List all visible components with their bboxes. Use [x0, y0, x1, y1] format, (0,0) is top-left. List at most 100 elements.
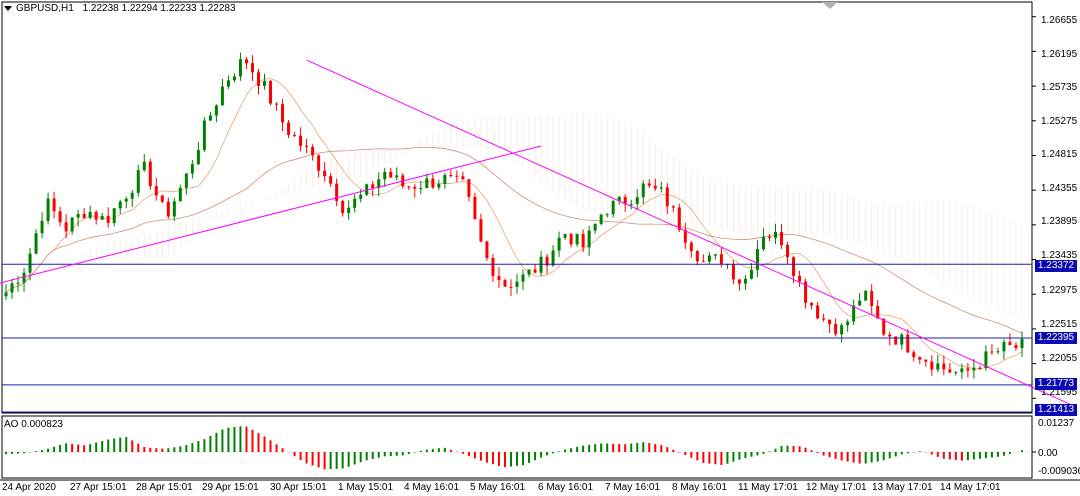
candle-body: [154, 186, 158, 196]
candle-body: [671, 206, 675, 208]
candle-body: [900, 334, 904, 345]
candle-body: [172, 201, 176, 217]
price-tick: 1.24355: [1041, 183, 1078, 194]
candle-body: [569, 233, 573, 245]
candle-body: [130, 192, 134, 199]
candle-body: [575, 233, 579, 245]
candle-body: [112, 208, 116, 223]
candle-body: [749, 269, 753, 279]
candle-body: [389, 171, 393, 178]
price-tick: 1.26655: [1041, 15, 1078, 26]
candle-body: [761, 236, 765, 250]
candle-body: [431, 178, 435, 188]
candle-body: [52, 198, 56, 212]
candle-body: [689, 242, 693, 252]
candle-body: [737, 279, 741, 284]
candle-body: [82, 213, 86, 218]
time-tick: 1 May 15:01: [338, 482, 394, 493]
candle-body: [503, 280, 507, 287]
candle-body: [846, 321, 850, 326]
level-tag[interactable]: 1.22395: [1035, 332, 1077, 344]
candle-body: [359, 194, 363, 199]
candle-body: [593, 223, 597, 231]
ao-tick: 0.01237: [1038, 418, 1075, 429]
candle-body: [882, 318, 886, 335]
candle-body: [1020, 338, 1024, 349]
candle-body: [864, 291, 868, 301]
price-tick: 1.22975: [1041, 285, 1078, 296]
candle-body: [22, 272, 26, 283]
candle-body: [563, 233, 567, 238]
price-tick: 1.22055: [1041, 353, 1078, 364]
candle-body: [647, 183, 651, 186]
candle-body: [269, 80, 273, 104]
candle-body: [281, 104, 285, 123]
candle-body: [10, 283, 14, 293]
candle-body: [287, 122, 291, 135]
price-tick: 1.25735: [1041, 82, 1078, 93]
time-tick: 6 May 16:01: [538, 482, 594, 493]
candle-body: [166, 201, 170, 217]
candle-body: [996, 351, 1000, 353]
candle-body: [942, 363, 946, 370]
candle-body: [305, 145, 309, 147]
candle-body: [491, 258, 495, 276]
time-tick: 24 Apr 2020: [2, 482, 56, 493]
candle-body: [136, 170, 140, 193]
level-tag[interactable]: 1.21413: [1035, 404, 1077, 416]
candle-body: [407, 186, 411, 188]
candle-body: [293, 134, 297, 136]
candle-body: [707, 255, 711, 262]
candle-body: [329, 176, 333, 184]
main-chart-frame: [1, 1, 1033, 414]
time-tick: 30 Apr 15:01: [270, 482, 327, 493]
candle-body: [311, 146, 315, 156]
candle-body: [834, 324, 838, 335]
candle-body: [118, 201, 122, 209]
candle-body: [731, 264, 735, 280]
candle-body: [100, 215, 104, 220]
candle-body: [497, 275, 501, 281]
candle-body: [509, 286, 513, 288]
candle-body: [581, 233, 585, 248]
candle-body: [437, 184, 441, 188]
candle-body: [515, 281, 519, 287]
candle-body: [551, 250, 555, 266]
candle-body: [936, 363, 940, 370]
candle-body: [184, 173, 188, 188]
rising-trendline: [0, 145, 542, 284]
falling-trendline: [306, 59, 1077, 408]
candle-body: [250, 63, 254, 73]
candle-body: [804, 281, 808, 303]
candle-body: [888, 334, 892, 337]
candle-body: [299, 135, 303, 146]
candle-body: [798, 275, 802, 282]
ao-indicator-label: AO 0.000823: [4, 419, 63, 430]
candle-body: [972, 367, 976, 371]
candle-body: [226, 80, 230, 87]
candle-body: [413, 186, 417, 189]
price-tick: 1.25275: [1041, 116, 1078, 127]
candle-body: [383, 171, 387, 180]
candle-body: [1014, 345, 1018, 349]
candle-body: [948, 369, 952, 373]
ao-window-frame: [1, 415, 1033, 479]
candle-body: [1002, 341, 1006, 352]
triangle-down-icon[interactable]: [4, 5, 12, 11]
candle-body: [335, 183, 339, 202]
price-tick: 1.22515: [1041, 319, 1078, 330]
candle-body: [244, 59, 248, 64]
candle-body: [124, 198, 128, 202]
level-tag[interactable]: 1.21773: [1035, 378, 1077, 390]
candle-body: [852, 305, 856, 322]
candle-body: [990, 351, 994, 353]
level-tag[interactable]: 1.23372: [1035, 260, 1077, 272]
candle-body: [371, 184, 375, 188]
candle-body: [46, 198, 50, 221]
candle-body: [924, 359, 928, 362]
price-tick: 1.23435: [1041, 250, 1078, 261]
candle-body: [473, 196, 477, 220]
candle-body: [275, 103, 279, 105]
